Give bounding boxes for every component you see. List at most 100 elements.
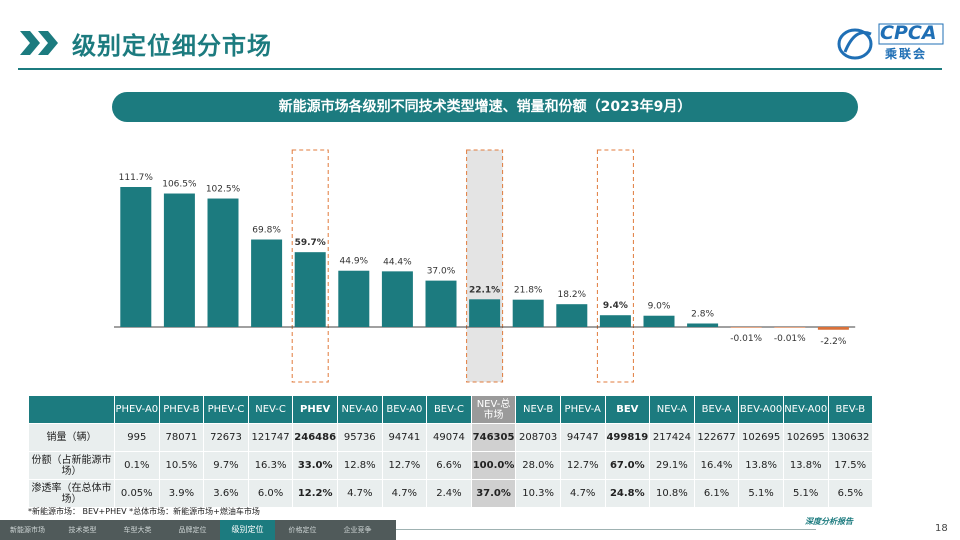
page-title: 级别定位细分市场	[72, 32, 272, 60]
table-cell: 4.7%	[381, 479, 428, 508]
footer-nav-tab[interactable]: 价格定位	[288, 526, 317, 534]
footer-nav-tab[interactable]: 车型大类	[123, 526, 152, 534]
table-row-header: 份额（占新能源市场）	[28, 451, 115, 480]
bar	[687, 323, 719, 327]
table-row: 渗透率（在总体市场） 0.05% 3.9% 3.6% 6.0% 12.2% 4.7% 4.7%…	[28, 479, 874, 508]
bar	[730, 327, 762, 328]
table-cell: 78071	[158, 423, 205, 452]
table-row-header: 渗透率（在总体市场）	[28, 479, 115, 508]
table-column-header: PHEV-B	[158, 395, 205, 424]
bar	[425, 280, 457, 327]
bar-value-label: 69.8%	[252, 226, 281, 236]
bar	[381, 271, 413, 327]
table-cell: 6.5%	[827, 479, 874, 508]
bar	[774, 327, 806, 328]
bar-value-label: 44.4%	[383, 257, 412, 267]
highlight-box	[596, 149, 634, 383]
double-chevron-icon	[20, 31, 58, 55]
logo-text: CPCA	[880, 22, 937, 44]
table-column-header: NEV-C	[247, 395, 294, 424]
bar-value-label: 106.5%	[162, 180, 197, 190]
bar-value-label: 9.4%	[603, 301, 628, 311]
bar	[207, 198, 239, 327]
bar-value-label: 59.7%	[295, 238, 326, 248]
chart-banner-title: 新能源市场各级别不同技术类型增速、销量和份额（2023年9月）	[112, 92, 858, 122]
bar-value-label: 44.9%	[340, 257, 369, 267]
table-cell: 995	[114, 423, 160, 452]
bar	[469, 299, 501, 327]
table-column-header: NEV-A00	[782, 395, 829, 424]
table-column-header: NEV-A0	[336, 395, 383, 424]
table-cell: 12.2%	[292, 479, 338, 508]
table-cell: 208703	[515, 423, 561, 452]
bar-value-label: -2.2%	[820, 337, 847, 347]
table-cell: 0.05%	[114, 479, 160, 508]
table-row: 销量（辆） 995 78071 72673 121747 246486 95736 94741…	[28, 423, 874, 452]
footer-divider	[396, 529, 816, 530]
footer-nav-tab[interactable]: 品牌定位	[178, 526, 207, 534]
table-column-header: BEV-B	[827, 395, 874, 424]
bar-value-label: -0.01%	[730, 334, 762, 344]
table-cell: 95736	[336, 423, 383, 452]
highlight-box	[466, 149, 504, 383]
table-cell: 0.1%	[114, 451, 160, 480]
table-cell: 16.4%	[693, 451, 740, 480]
table-cell: 17.5%	[827, 451, 874, 480]
bar-value-label: 102.5%	[206, 185, 241, 195]
page-number: 18	[935, 523, 948, 534]
table-cell: 10.5%	[158, 451, 205, 480]
table-cell: 12.8%	[336, 451, 383, 480]
bar	[163, 193, 195, 327]
table-corner-cell	[28, 395, 115, 424]
table-cell: 10.3%	[515, 479, 561, 508]
table-cell: 6.0%	[247, 479, 294, 508]
table-cell: 217424	[649, 423, 695, 452]
table-row: 份额（占新能源市场） 0.1% 10.5% 9.7% 16.3% 33.0% 12.8% 12…	[28, 451, 874, 480]
footer-tagline: 深度分析报告	[805, 517, 853, 526]
table-cell: 4.7%	[336, 479, 383, 508]
table-cell: 94741	[381, 423, 428, 452]
table-cell: 5.1%	[738, 479, 784, 508]
table-column-header: BEV-A	[693, 395, 740, 424]
bar-value-label: 21.8%	[514, 286, 543, 296]
footer-nav-tab[interactable]: 企业竞争	[343, 526, 372, 534]
table-cell: 3.9%	[158, 479, 205, 508]
bar	[817, 327, 849, 330]
table-cell: 2.4%	[426, 479, 472, 508]
table-column-header: PHEV-C	[203, 395, 249, 424]
bar	[599, 315, 631, 327]
footer-nav-tab[interactable]: 级别定位	[220, 520, 275, 540]
highlight-fill	[466, 150, 503, 382]
table-body: 销量（辆） 995 78071 72673 121747 246486 95736 94741…	[28, 423, 874, 508]
bar-value-label: 37.0%	[427, 267, 456, 277]
footer-nav-tab[interactable]: 新能源市场	[10, 526, 45, 534]
table-column-header: BEV-C	[426, 395, 472, 424]
table-cell: 102695	[738, 423, 784, 452]
table-cell: 13.8%	[738, 451, 784, 480]
footnote: *新能源市场： BEV+PHEV *总体市场：新能源市场+燃油车市场	[28, 507, 260, 516]
table-cell: 29.1%	[649, 451, 695, 480]
table-cell: 6.1%	[693, 479, 740, 508]
cpca-logo-icon	[837, 23, 944, 60]
table-cell: 16.3%	[247, 451, 294, 480]
bar-value-label: -0.01%	[774, 334, 806, 344]
table-column-header: NEV-B	[515, 395, 561, 424]
table-cell: 12.7%	[559, 451, 606, 480]
table-cell: 37.0%	[470, 479, 517, 508]
table-column-header: BEV-A0	[381, 395, 428, 424]
table-cell: 246486	[292, 423, 338, 452]
table-cell: 6.6%	[426, 451, 472, 480]
bar	[643, 315, 675, 327]
table-cell: 746305	[470, 423, 517, 452]
bar	[120, 187, 152, 327]
table-cell: 130632	[827, 423, 874, 452]
bar	[294, 252, 326, 327]
table-cell: 28.0%	[515, 451, 561, 480]
table-cell: 122677	[693, 423, 740, 452]
title-divider	[18, 68, 942, 70]
table-cell: 121747	[247, 423, 294, 452]
table-column-header: BEV-A00	[738, 395, 784, 424]
table-column-header: PHEV-A	[559, 395, 606, 424]
footer-nav-tab[interactable]: 技术类型	[68, 526, 97, 534]
logo-subtext: 乘联会	[885, 47, 928, 61]
